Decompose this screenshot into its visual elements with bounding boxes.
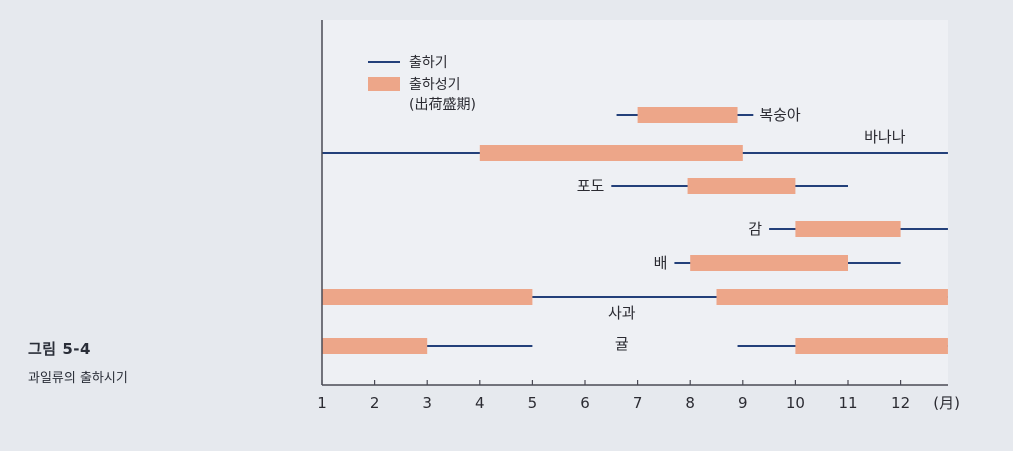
series-label: 복숭아 [759, 106, 801, 124]
peak-period-bar [322, 289, 533, 305]
series-label: 사과 [608, 304, 636, 322]
x-tick-label: 9 [738, 394, 748, 412]
plot-area [322, 20, 948, 385]
row-귤: 귤 [322, 335, 948, 354]
series-label: 바나나 [864, 128, 906, 146]
legend-peak-label: 출하성기 [409, 77, 461, 93]
row-감: 감 [748, 220, 948, 238]
x-tick-label: 3 [422, 394, 432, 412]
peak-period-bar [687, 178, 796, 194]
x-tick-label: 10 [786, 394, 805, 412]
x-tick-label: 12 [891, 394, 910, 412]
x-tick-label: 7 [633, 394, 643, 412]
figure-caption-text: 과일류의 출하시기 [28, 371, 128, 386]
legend-peak-label-hanja: (出荷盛期) [409, 97, 476, 113]
series-label: 배 [654, 254, 668, 272]
series-label: 귤 [615, 335, 629, 353]
legend-shipping-label: 출하기 [409, 55, 448, 71]
x-tick-label: 5 [528, 394, 538, 412]
legend-peak-swatch [368, 77, 400, 91]
x-tick-label: 11 [838, 394, 857, 412]
series-label: 감 [748, 220, 762, 238]
x-tick-label: 4 [475, 394, 485, 412]
peak-period-bar [795, 338, 948, 354]
x-tick-label: 1 [317, 394, 327, 412]
peak-period-bar [479, 145, 743, 161]
x-axis-ticks: 1 2 3 4 5 6 7 8 9 10 11 12 (月) [317, 380, 960, 412]
x-tick-label: 8 [685, 394, 695, 412]
series-label: 포도 [577, 177, 605, 195]
figure-caption: 그림 5-4 과일류의 출하시기 [28, 338, 128, 386]
peak-period-bar [690, 255, 848, 271]
row-바나나: 바나나 [322, 128, 948, 161]
row-포도: 포도 [577, 177, 848, 195]
x-tick-label: 6 [580, 394, 590, 412]
row-배: 배 [654, 254, 901, 272]
peak-period-bar [322, 338, 428, 354]
peak-period-bar [795, 221, 901, 237]
peak-period-bar [637, 107, 738, 123]
x-tick-label: 2 [370, 394, 380, 412]
row-복숭아: 복숭아 [616, 106, 801, 124]
peak-period-bar [716, 289, 948, 305]
figure-number: 그림 5-4 [28, 340, 91, 358]
row-사과: 사과 [322, 289, 948, 322]
x-axis-unit: (月) [933, 394, 960, 412]
